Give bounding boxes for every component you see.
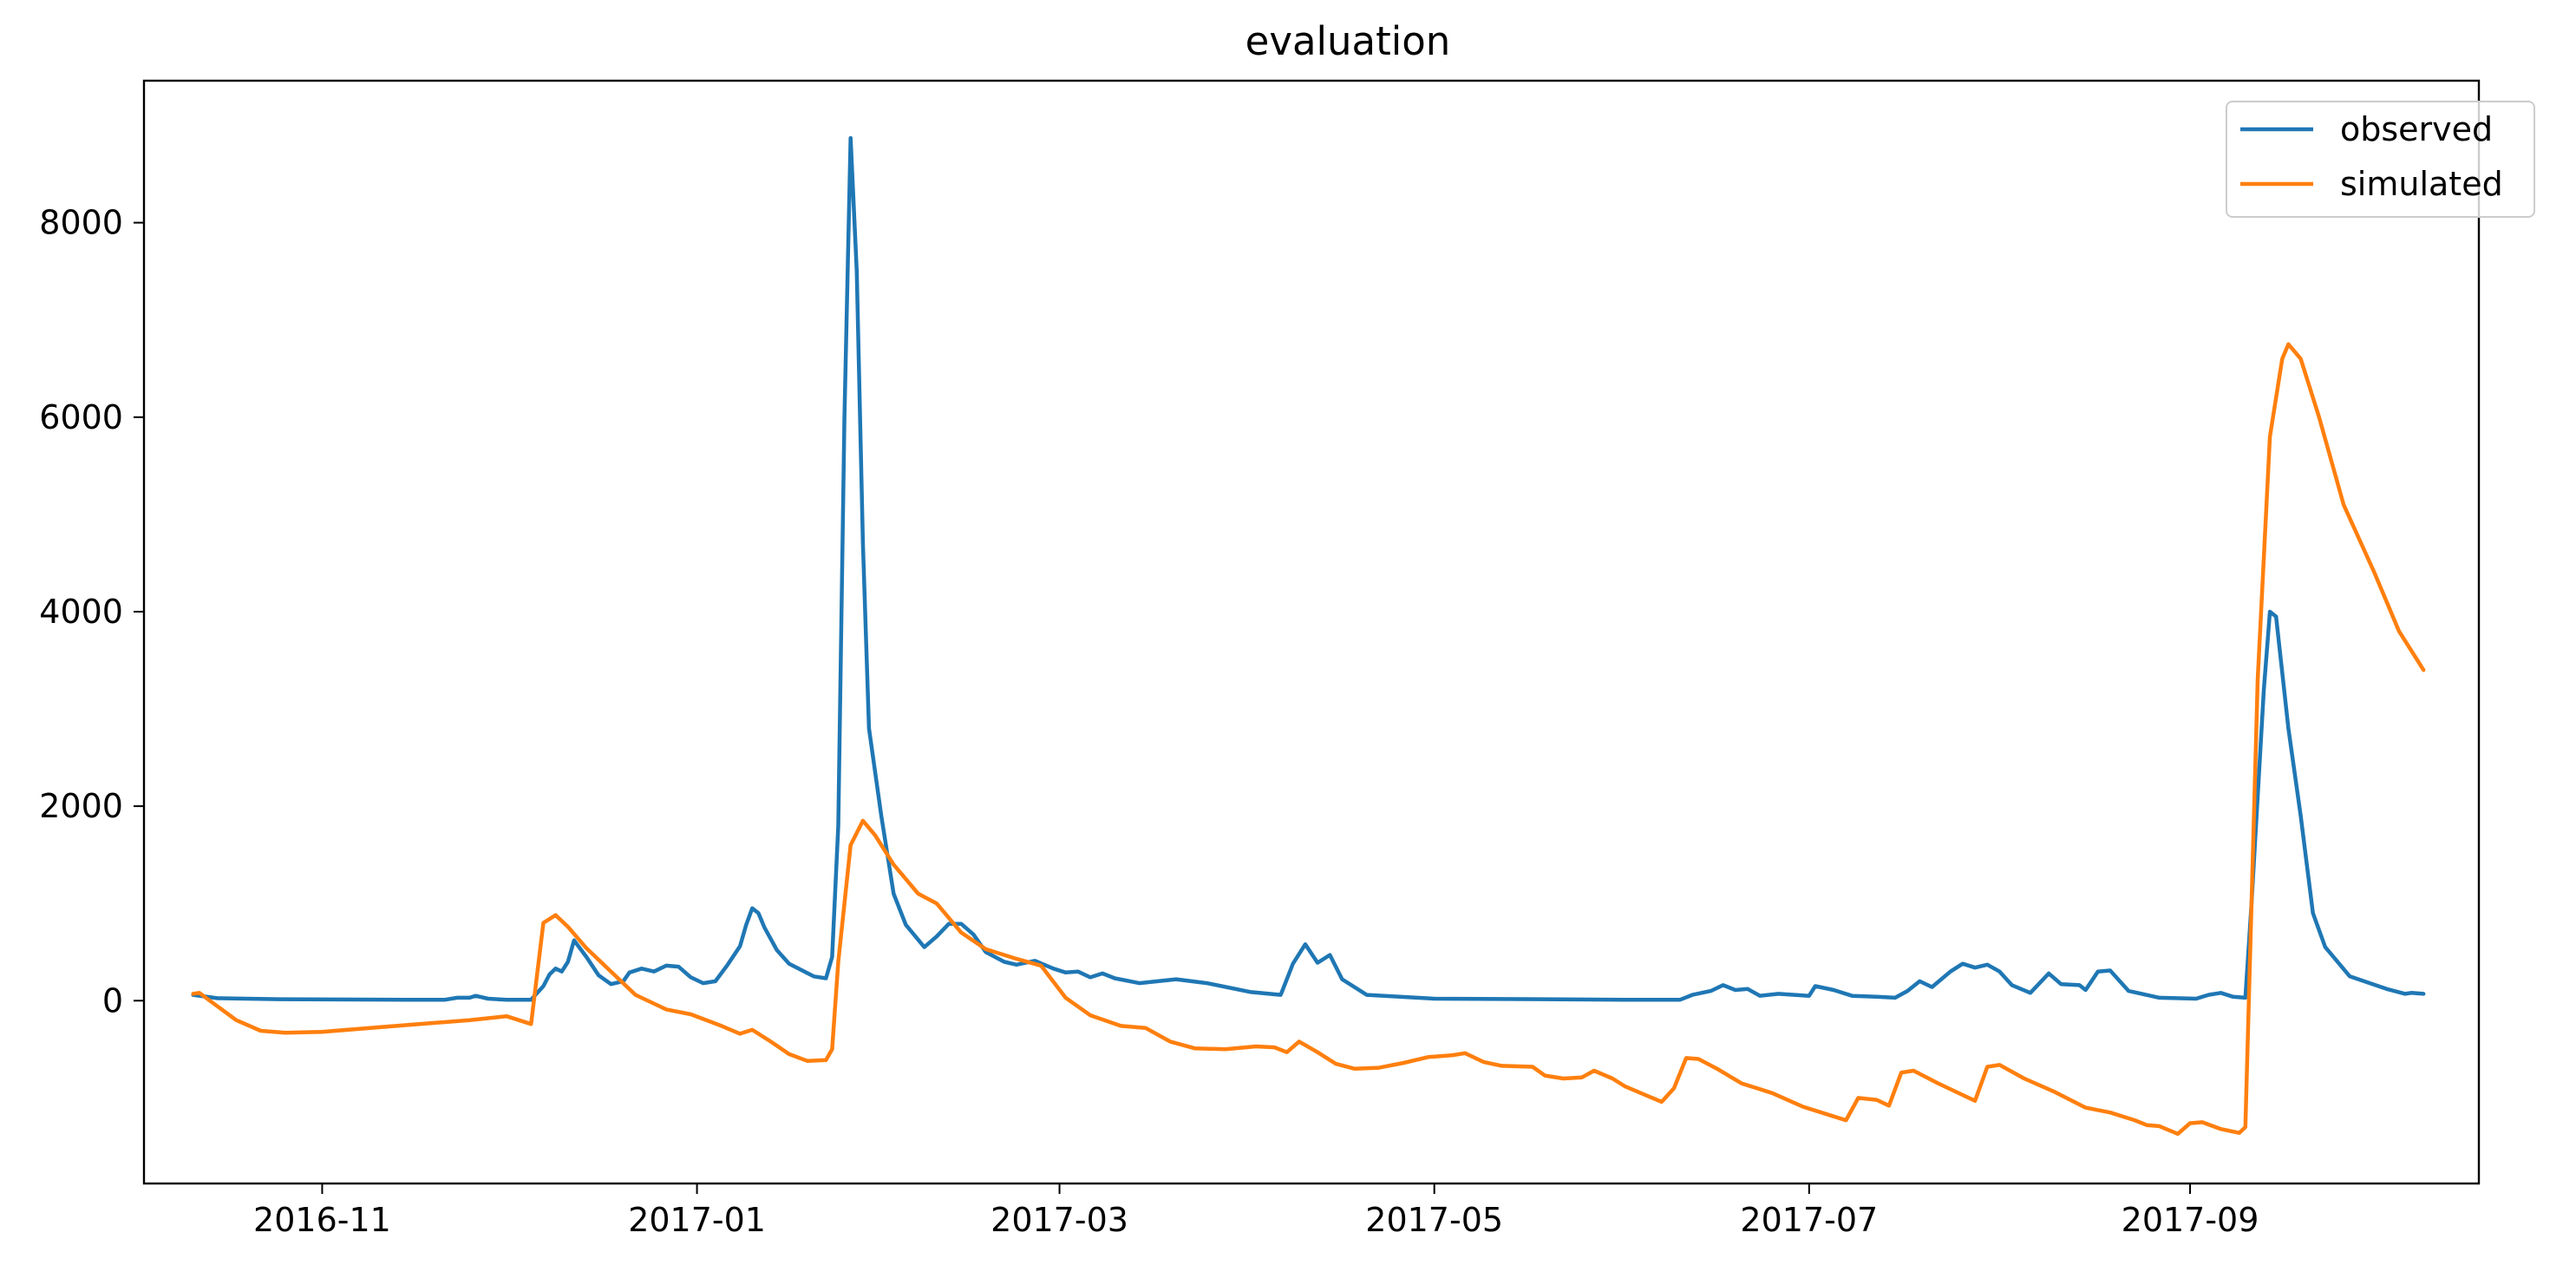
y-tick-label: 0 bbox=[102, 981, 123, 1020]
series-line-observed bbox=[191, 135, 2426, 1002]
x-tick-label: 2017-03 bbox=[991, 1201, 1128, 1239]
y-tick-label: 8000 bbox=[39, 204, 123, 242]
x-tick-label: 2017-01 bbox=[628, 1201, 766, 1239]
y-tick-label: 2000 bbox=[39, 787, 123, 825]
legend-label-observed: observed bbox=[2340, 110, 2493, 148]
x-tick-label: 2016-11 bbox=[253, 1201, 391, 1239]
legend-label-simulated: simulated bbox=[2340, 165, 2503, 203]
x-tick-label: 2017-05 bbox=[1365, 1201, 1503, 1239]
y-tick-label: 4000 bbox=[39, 593, 123, 631]
x-tick-label: 2017-09 bbox=[2122, 1201, 2259, 1239]
legend: observed simulated bbox=[2226, 101, 2535, 218]
y-axis: 0 2000 4000 6000 8000 bbox=[39, 204, 144, 1020]
chart-title: evaluation bbox=[1246, 18, 1451, 64]
x-axis: 2016-11 2017-01 2017-03 2017-05 2017-07 2017-… bbox=[253, 1183, 2259, 1239]
plot-frame bbox=[142, 79, 2481, 1185]
series-layer bbox=[191, 135, 2426, 1137]
series-line-simulated bbox=[191, 342, 2426, 1137]
y-tick-label: 6000 bbox=[39, 398, 123, 436]
x-tick-label: 2017-07 bbox=[1740, 1201, 1878, 1239]
